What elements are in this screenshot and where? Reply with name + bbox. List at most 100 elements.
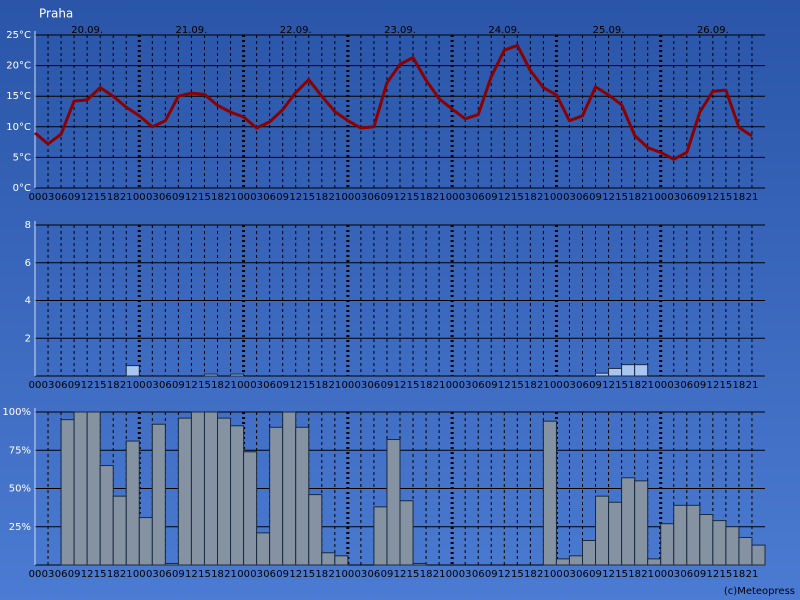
bar <box>230 373 245 377</box>
x-tick-label: 12 <box>602 569 615 580</box>
x-tick-label: 21 <box>120 569 133 580</box>
bar <box>269 426 284 566</box>
bar <box>608 367 623 377</box>
x-tick-label: 03 <box>459 569 472 580</box>
x-tick-label: 03 <box>563 569 576 580</box>
x-tick-label: 15 <box>198 569 211 580</box>
x-tick-label: 21 <box>328 192 341 203</box>
x-tick-label: 00 <box>237 569 250 580</box>
x-tick-label: 15 <box>615 569 628 580</box>
x-tick-label: 09 <box>381 192 394 203</box>
x-tick-label: 18 <box>211 192 224 203</box>
x-tick-label: 12 <box>289 569 302 580</box>
bar <box>686 504 701 566</box>
x-tick-label: 18 <box>733 192 746 203</box>
x-tick-label: 06 <box>472 192 485 203</box>
x-tick-label: 21 <box>641 569 654 580</box>
x-tick-label: 15 <box>407 192 420 203</box>
bar <box>634 480 649 566</box>
y-tick-label: 15°C <box>6 91 31 102</box>
x-tick-label: 15 <box>302 380 315 391</box>
x-tick-label: 12 <box>81 569 94 580</box>
bar <box>217 417 232 566</box>
x-tick-label: 21 <box>537 569 550 580</box>
x-tick-label: 09 <box>693 569 706 580</box>
x-tick-label: 15 <box>94 380 107 391</box>
bar <box>60 419 75 566</box>
bar <box>595 372 610 377</box>
x-tick-label: 12 <box>706 192 719 203</box>
y-tick-label: 6 <box>25 258 31 269</box>
x-tick-label: 06 <box>55 380 68 391</box>
x-tick-label: 00 <box>133 192 146 203</box>
x-tick-label: 18 <box>420 380 433 391</box>
y-tick-label: 8 <box>25 220 31 231</box>
x-tick-label: 06 <box>680 380 693 391</box>
x-tick-label: 03 <box>250 569 263 580</box>
bar <box>608 501 623 566</box>
x-tick-label: 12 <box>185 569 198 580</box>
x-tick-label: 09 <box>276 569 289 580</box>
x-tick-label: 15 <box>511 380 524 391</box>
y-tick-label: 0°C <box>13 183 31 194</box>
x-tick-label: 00 <box>237 192 250 203</box>
x-tick-label: 12 <box>185 192 198 203</box>
x-tick-label: 18 <box>733 569 746 580</box>
x-tick-label: 15 <box>94 192 107 203</box>
x-tick-label: 09 <box>485 192 498 203</box>
bar <box>99 465 114 566</box>
x-tick-label: 06 <box>159 569 172 580</box>
bar <box>621 364 636 377</box>
x-tick-label: 21 <box>224 380 237 391</box>
x-tick-label: 12 <box>394 569 407 580</box>
x-tick-label: 06 <box>576 192 589 203</box>
x-tick-label: 15 <box>615 192 628 203</box>
x-tick-label: 06 <box>576 380 589 391</box>
x-tick-label: 03 <box>146 192 159 203</box>
bar <box>295 426 310 566</box>
x-tick-label: 12 <box>706 569 719 580</box>
x-tick-label: 18 <box>211 569 224 580</box>
x-tick-label: 21 <box>537 192 550 203</box>
x-tick-label: 21 <box>746 192 759 203</box>
x-tick-label: 15 <box>407 569 420 580</box>
bar <box>243 451 258 566</box>
bar <box>151 423 166 566</box>
x-tick-label: 15 <box>511 569 524 580</box>
day-label: 21.09. <box>176 25 208 36</box>
x-tick-label: 09 <box>68 569 81 580</box>
x-tick-label: 06 <box>368 380 381 391</box>
bar <box>673 504 688 566</box>
x-tick-label: 00 <box>654 380 667 391</box>
x-tick-label: 21 <box>641 192 654 203</box>
bar <box>203 373 218 377</box>
x-tick-label: 00 <box>446 380 459 391</box>
day-label: 24.09. <box>488 25 520 36</box>
x-tick-label: 18 <box>420 192 433 203</box>
x-tick-label: 09 <box>589 569 602 580</box>
x-tick-label: 00 <box>446 569 459 580</box>
x-tick-label: 00 <box>446 192 459 203</box>
bar <box>412 562 427 566</box>
bar <box>386 439 401 566</box>
y-tick-label: 25°C <box>6 30 31 41</box>
x-tick-label: 03 <box>459 380 472 391</box>
x-tick-label: 00 <box>341 380 354 391</box>
bar <box>125 440 140 566</box>
day-label: 25.09. <box>593 25 625 36</box>
bar <box>138 517 153 566</box>
x-tick-label: 15 <box>720 192 733 203</box>
x-tick-label: 18 <box>524 192 537 203</box>
x-tick-label: 06 <box>159 380 172 391</box>
x-tick-label: 12 <box>185 380 198 391</box>
x-tick-label: 00 <box>29 569 42 580</box>
x-tick-label: 09 <box>381 380 394 391</box>
x-tick-label: 09 <box>589 380 602 391</box>
x-tick-label: 21 <box>120 192 133 203</box>
x-tick-label: 09 <box>172 192 185 203</box>
x-tick-label: 21 <box>746 569 759 580</box>
x-tick-label: 06 <box>576 569 589 580</box>
x-tick-label: 18 <box>315 380 328 391</box>
x-tick-label: 09 <box>172 569 185 580</box>
x-tick-label: 06 <box>55 192 68 203</box>
